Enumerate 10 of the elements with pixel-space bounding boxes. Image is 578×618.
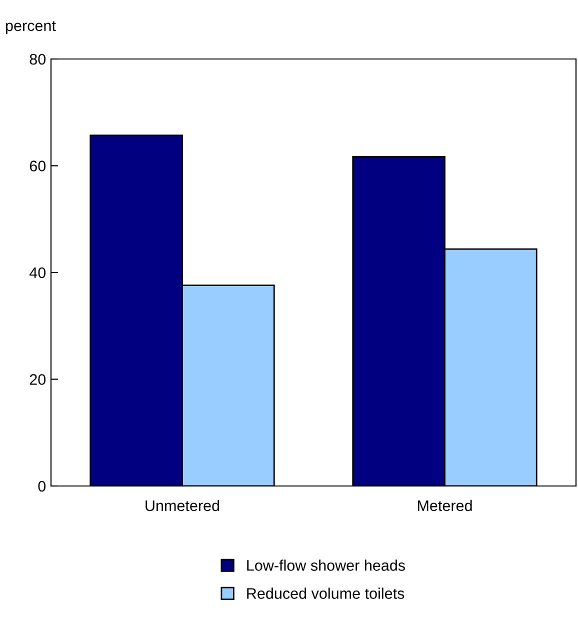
x-tick-label: Unmetered <box>146 500 220 512</box>
y-tick-label: 40 <box>30 267 46 278</box>
x-tick-label: Metered <box>418 500 472 512</box>
y-axis-title: percent <box>6 21 56 34</box>
legend-label: Reduced volume toilets <box>247 588 404 599</box>
legend-label: Low-flow shower heads <box>247 560 405 571</box>
y-tick-label: 20 <box>30 374 46 385</box>
y-tick-label: 60 <box>30 160 46 172</box>
y-tick-label: 80 <box>30 54 46 65</box>
y-tick-label: 0 <box>38 480 46 492</box>
